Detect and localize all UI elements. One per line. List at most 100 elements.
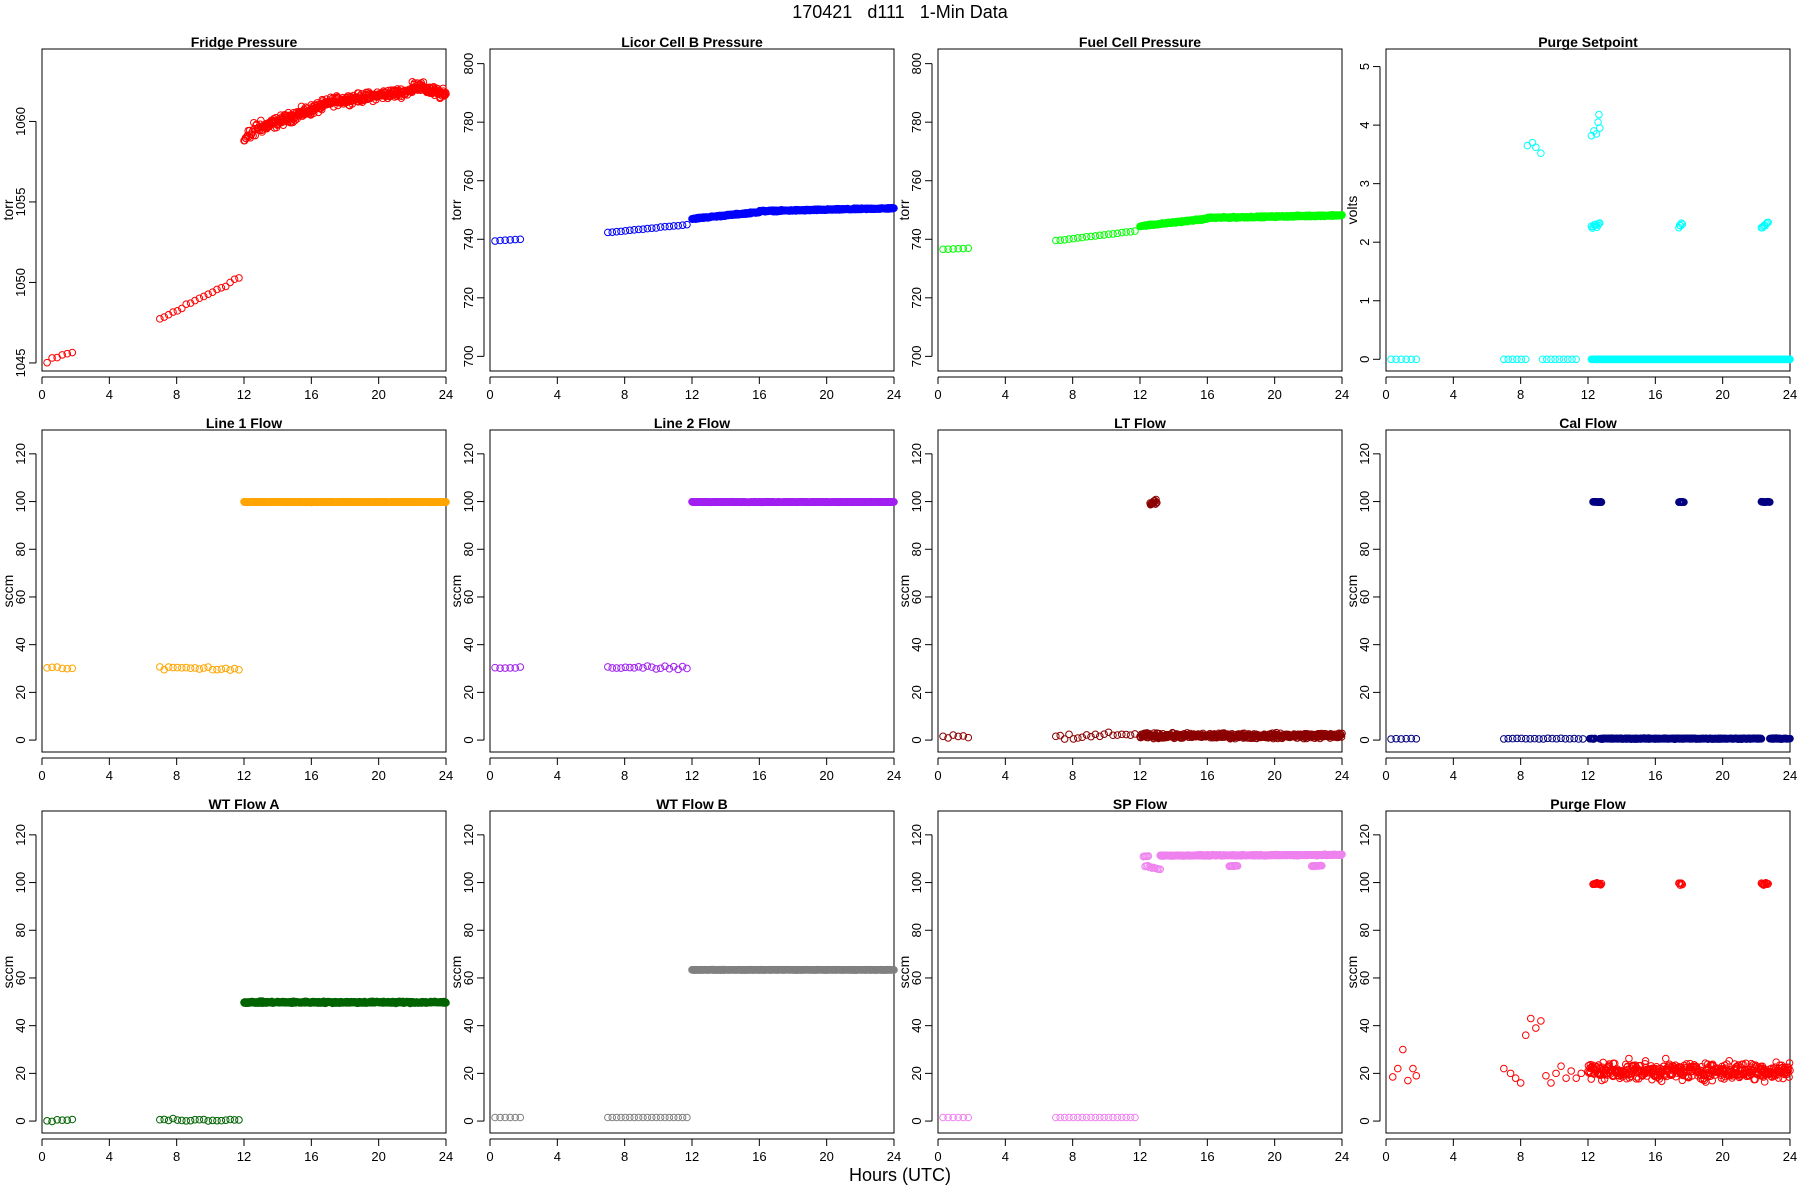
data-point bbox=[1513, 355, 1521, 364]
data-point bbox=[1517, 355, 1526, 364]
y-tick-label: 120 bbox=[13, 824, 28, 846]
x-tick-label: 0 bbox=[1382, 387, 1389, 402]
y-axis-label: torr bbox=[0, 199, 16, 220]
data-point bbox=[48, 354, 56, 362]
data-point bbox=[656, 223, 665, 231]
x-tick-label: 0 bbox=[486, 387, 493, 402]
data-point bbox=[1786, 355, 1794, 364]
x-tick-label: 0 bbox=[38, 768, 45, 783]
data-point bbox=[441, 91, 449, 99]
y-axis-label: torr bbox=[896, 199, 912, 220]
x-tick-label: 16 bbox=[1200, 387, 1214, 402]
y-tick-label: 80 bbox=[461, 542, 476, 556]
data-point bbox=[626, 663, 634, 672]
x-tick-label: 8 bbox=[621, 768, 628, 783]
x-tick-label: 12 bbox=[1581, 387, 1595, 402]
data-point bbox=[1762, 220, 1770, 228]
x-tick-label: 12 bbox=[1133, 387, 1147, 402]
data-point bbox=[1595, 219, 1603, 228]
x-tick-label: 0 bbox=[486, 768, 493, 783]
data-point bbox=[1412, 355, 1421, 364]
x-tick-label: 4 bbox=[554, 1149, 561, 1164]
data-point bbox=[1087, 232, 1095, 241]
data-point bbox=[208, 665, 217, 674]
y-tick-label: 40 bbox=[461, 1018, 476, 1032]
data-point bbox=[191, 296, 199, 305]
data-point bbox=[1532, 143, 1540, 152]
x-tick-label: 16 bbox=[752, 1149, 766, 1164]
chart-title: LT Flow bbox=[1114, 415, 1166, 431]
data-point bbox=[1595, 124, 1604, 132]
y-tick-label: 760 bbox=[909, 170, 924, 192]
data-point bbox=[944, 245, 952, 253]
plot-frame bbox=[41, 810, 447, 1134]
x-tick-label: 16 bbox=[304, 387, 318, 402]
data-point bbox=[249, 131, 257, 140]
y-tick-label: 100 bbox=[13, 491, 28, 513]
data-point bbox=[1595, 110, 1603, 119]
data-point bbox=[608, 664, 617, 672]
y-tick-label: 5 bbox=[1357, 63, 1372, 70]
data-point bbox=[164, 663, 173, 671]
y-tick-label: 0 bbox=[461, 736, 476, 743]
data-point bbox=[1122, 228, 1130, 236]
data-point bbox=[501, 236, 509, 245]
data-point bbox=[169, 308, 177, 316]
y-tick-label: 100 bbox=[909, 491, 924, 513]
x-tick-label: 24 bbox=[439, 387, 453, 402]
data-point bbox=[1131, 227, 1139, 235]
x-tick-label: 12 bbox=[237, 768, 251, 783]
data-point bbox=[652, 224, 660, 232]
x-tick-label: 16 bbox=[1200, 768, 1214, 783]
data-point bbox=[182, 300, 191, 308]
chart-title: Line 1 Flow bbox=[206, 415, 282, 431]
data-point bbox=[630, 664, 639, 672]
data-point bbox=[217, 665, 226, 673]
data-point bbox=[186, 299, 195, 307]
y-tick-label: 40 bbox=[1357, 637, 1372, 651]
data-point bbox=[235, 274, 243, 282]
data-point bbox=[496, 664, 504, 672]
y-tick-label: 100 bbox=[13, 872, 28, 894]
data-point bbox=[1095, 231, 1104, 240]
data-point bbox=[1091, 232, 1100, 240]
data-point bbox=[195, 294, 204, 303]
data-point bbox=[199, 664, 208, 672]
data-point bbox=[191, 664, 199, 672]
x-tick-label: 24 bbox=[1335, 768, 1349, 783]
x-tick-label: 0 bbox=[1382, 768, 1389, 783]
y-tick-label: 1045 bbox=[13, 348, 28, 377]
y-tick-label: 740 bbox=[461, 228, 476, 250]
y-tick-label: 740 bbox=[909, 228, 924, 250]
data-point bbox=[617, 227, 625, 236]
chart-title: Cal Flow bbox=[1559, 415, 1617, 431]
x-tick-label: 4 bbox=[106, 387, 113, 402]
data-point bbox=[195, 665, 204, 673]
y-tick-label: 4 bbox=[1357, 121, 1372, 128]
data-point bbox=[182, 663, 191, 672]
x-tick-label: 24 bbox=[1783, 768, 1797, 783]
data-point bbox=[669, 222, 678, 230]
x-tick-label: 8 bbox=[1069, 768, 1076, 783]
y-tick-label: 120 bbox=[461, 443, 476, 465]
data-point bbox=[235, 666, 243, 674]
data-point bbox=[186, 664, 195, 673]
data-point bbox=[1069, 234, 1078, 243]
data-point bbox=[491, 237, 499, 245]
y-tick-label: 100 bbox=[1357, 491, 1372, 513]
data-point bbox=[665, 664, 674, 673]
data-point bbox=[1117, 228, 1126, 237]
data-point bbox=[169, 663, 177, 672]
data-point bbox=[1564, 355, 1572, 364]
x-tick-label: 12 bbox=[685, 768, 699, 783]
data-point bbox=[1104, 230, 1113, 238]
data-point bbox=[199, 292, 208, 301]
data-point bbox=[516, 1113, 525, 1122]
data-point bbox=[345, 101, 353, 109]
data-point bbox=[1537, 149, 1545, 158]
x-tick-label: 24 bbox=[1335, 387, 1349, 402]
y-tick-label: 1060 bbox=[13, 107, 28, 136]
y-tick-label: 20 bbox=[13, 1066, 28, 1080]
x-tick-label: 20 bbox=[1715, 387, 1729, 402]
